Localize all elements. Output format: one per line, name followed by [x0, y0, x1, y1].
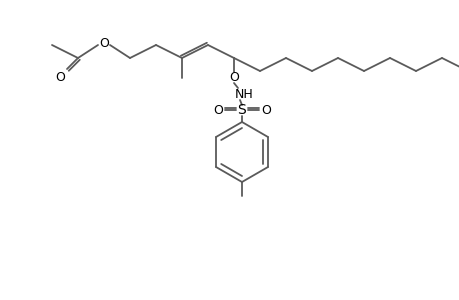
Text: O: O: [99, 37, 109, 50]
Text: O: O: [229, 70, 238, 83]
Text: O: O: [213, 103, 223, 116]
Text: O: O: [55, 70, 65, 83]
Text: NH: NH: [234, 88, 253, 100]
Text: O: O: [261, 103, 270, 116]
Text: S: S: [237, 103, 246, 117]
